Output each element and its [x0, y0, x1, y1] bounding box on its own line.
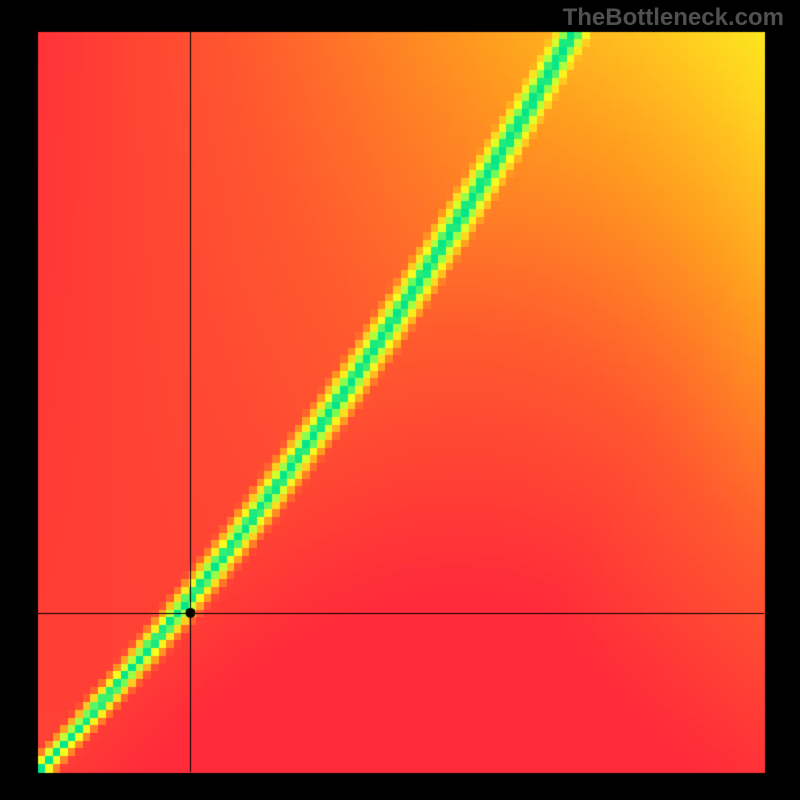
watermark-label: TheBottleneck.com [563, 4, 784, 32]
bottleneck-heatmap-canvas [0, 0, 800, 800]
